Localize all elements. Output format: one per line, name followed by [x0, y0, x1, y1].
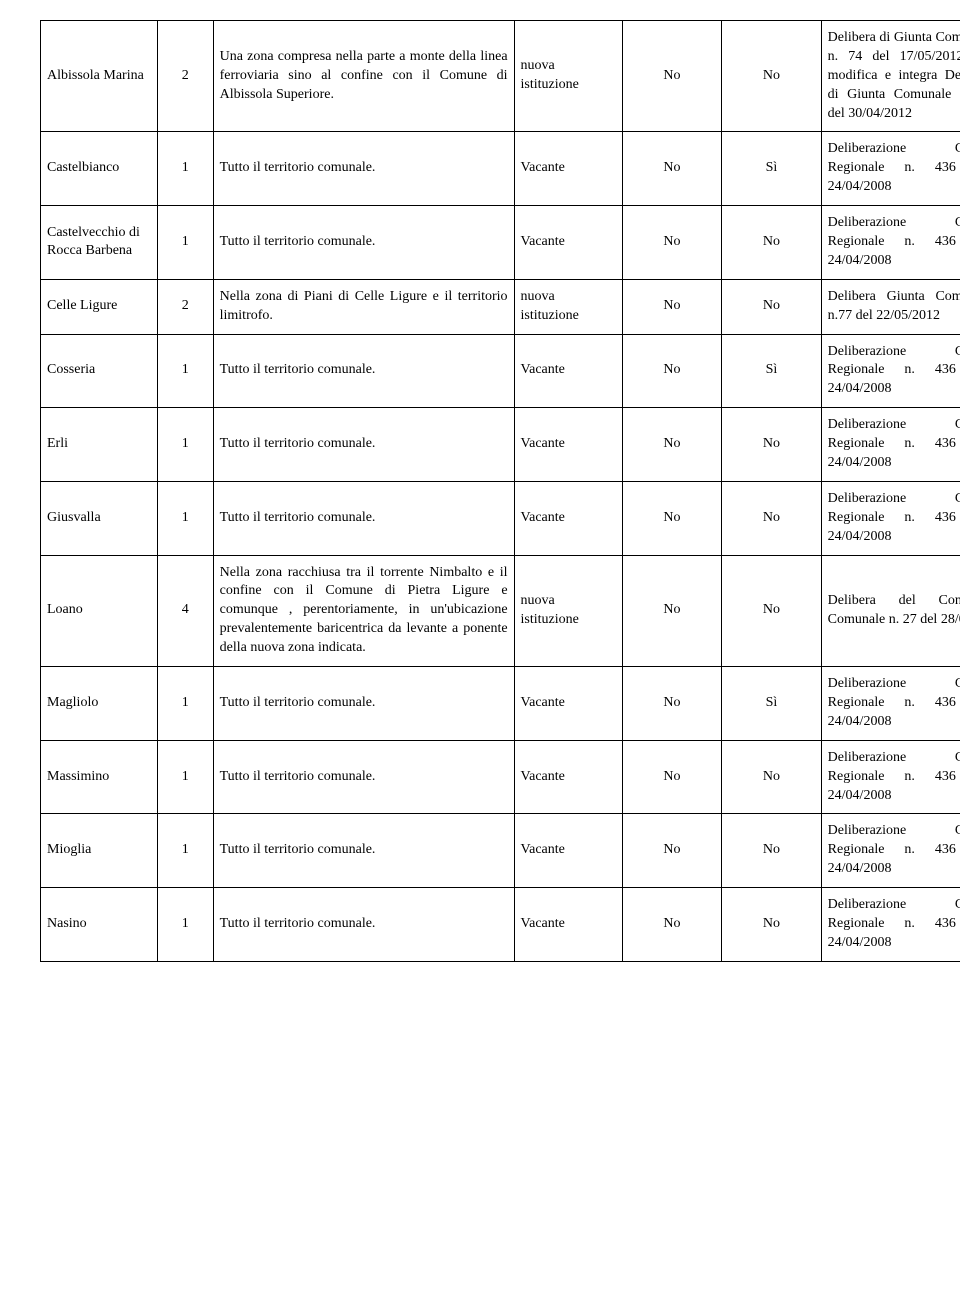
- cell-desc: Tutto il territorio comunale.: [213, 334, 514, 408]
- cell-flag2: No: [722, 555, 821, 666]
- table-row: Giusvalla1Tutto il territorio comunale.V…: [41, 481, 960, 555]
- cell-status: Vacante: [514, 206, 622, 280]
- cell-flag1: No: [622, 279, 721, 334]
- cell-ref: Deliberazione Giunta Regionale n. 436 de…: [821, 206, 960, 280]
- table-row: Castelvecchio di Rocca Barbena1Tutto il …: [41, 206, 960, 280]
- table-row: Magliolo1Tutto il territorio comunale.Va…: [41, 667, 960, 741]
- cell-flag2: No: [722, 279, 821, 334]
- cell-desc: Tutto il territorio comunale.: [213, 408, 514, 482]
- cell-flag1: No: [622, 555, 721, 666]
- cell-num: 4: [157, 555, 213, 666]
- cell-status: nuova istituzione: [514, 21, 622, 132]
- cell-status: Vacante: [514, 481, 622, 555]
- cell-ref: Deliberazione Giunta Regionale n. 436 de…: [821, 814, 960, 888]
- cell-flag1: No: [622, 667, 721, 741]
- cell-flag2: No: [722, 888, 821, 962]
- cell-name: Albissola Marina: [41, 21, 158, 132]
- cell-num: 1: [157, 814, 213, 888]
- table-row: Massimino1Tutto il territorio comunale.V…: [41, 740, 960, 814]
- cell-status: Vacante: [514, 667, 622, 741]
- cell-name: Castelbianco: [41, 132, 158, 206]
- cell-desc: Tutto il territorio comunale.: [213, 888, 514, 962]
- cell-num: 1: [157, 132, 213, 206]
- cell-flag1: No: [622, 814, 721, 888]
- cell-desc: Tutto il territorio comunale.: [213, 206, 514, 280]
- cell-flag2: No: [722, 21, 821, 132]
- cell-desc: Nella zona racchiusa tra il torrente Nim…: [213, 555, 514, 666]
- cell-desc: Nella zona di Piani di Celle Ligure e il…: [213, 279, 514, 334]
- cell-status: Vacante: [514, 334, 622, 408]
- table-row: Cosseria1Tutto il territorio comunale.Va…: [41, 334, 960, 408]
- cell-name: Castelvecchio di Rocca Barbena: [41, 206, 158, 280]
- cell-desc: Tutto il territorio comunale.: [213, 132, 514, 206]
- table-body: Albissola Marina2Una zona compresa nella…: [41, 21, 960, 962]
- cell-ref: Delibera Giunta Comunale n.77 del 22/05/…: [821, 279, 960, 334]
- cell-num: 1: [157, 334, 213, 408]
- cell-flag1: No: [622, 206, 721, 280]
- cell-desc: Tutto il territorio comunale.: [213, 740, 514, 814]
- cell-ref: Deliberazione Giunta Regionale n. 436 de…: [821, 408, 960, 482]
- cell-desc: Tutto il territorio comunale.: [213, 667, 514, 741]
- cell-name: Loano: [41, 555, 158, 666]
- cell-num: 2: [157, 279, 213, 334]
- cell-name: Nasino: [41, 888, 158, 962]
- cell-num: 1: [157, 481, 213, 555]
- cell-ref: Deliberazione Giunta Regionale n. 436 de…: [821, 740, 960, 814]
- cell-flag1: No: [622, 481, 721, 555]
- cell-name: Magliolo: [41, 667, 158, 741]
- cell-status: nuova istituzione: [514, 279, 622, 334]
- cell-status: Vacante: [514, 814, 622, 888]
- cell-flag1: No: [622, 132, 721, 206]
- cell-status: Vacante: [514, 132, 622, 206]
- cell-flag2: No: [722, 206, 821, 280]
- cell-name: Massimino: [41, 740, 158, 814]
- cell-ref: Deliberazione Giunta Regionale n. 436 de…: [821, 334, 960, 408]
- cell-name: Cosseria: [41, 334, 158, 408]
- cell-flag1: No: [622, 888, 721, 962]
- cell-status: Vacante: [514, 408, 622, 482]
- cell-ref: Delibera del Consiglio Comunale n. 27 de…: [821, 555, 960, 666]
- cell-flag2: No: [722, 408, 821, 482]
- cell-num: 1: [157, 888, 213, 962]
- municipality-table: Albissola Marina2Una zona compresa nella…: [40, 20, 960, 962]
- table-row: Erli1Tutto il territorio comunale.Vacant…: [41, 408, 960, 482]
- cell-flag2: No: [722, 814, 821, 888]
- cell-num: 1: [157, 667, 213, 741]
- table-row: Mioglia1Tutto il territorio comunale.Vac…: [41, 814, 960, 888]
- cell-desc: Una zona compresa nella parte a monte de…: [213, 21, 514, 132]
- table-row: Albissola Marina2Una zona compresa nella…: [41, 21, 960, 132]
- table-row: Loano4Nella zona racchiusa tra il torren…: [41, 555, 960, 666]
- cell-ref: Deliberazione Giunta Regionale n. 436 de…: [821, 481, 960, 555]
- cell-name: Giusvalla: [41, 481, 158, 555]
- cell-flag1: No: [622, 334, 721, 408]
- cell-num: 1: [157, 408, 213, 482]
- cell-ref: Deliberazione Giunta Regionale n. 436 de…: [821, 132, 960, 206]
- cell-flag1: No: [622, 408, 721, 482]
- cell-ref: Deliberazione Giunta Regionale n. 436 de…: [821, 888, 960, 962]
- cell-ref: Delibera di Giunta Comunale n. 74 del 17…: [821, 21, 960, 132]
- cell-status: Vacante: [514, 888, 622, 962]
- cell-num: 2: [157, 21, 213, 132]
- table-row: Castelbianco1Tutto il territorio comunal…: [41, 132, 960, 206]
- cell-status: nuova istituzione: [514, 555, 622, 666]
- cell-num: 1: [157, 206, 213, 280]
- cell-flag2: No: [722, 481, 821, 555]
- cell-flag2: No: [722, 740, 821, 814]
- cell-desc: Tutto il territorio comunale.: [213, 814, 514, 888]
- cell-desc: Tutto il territorio comunale.: [213, 481, 514, 555]
- cell-name: Celle Ligure: [41, 279, 158, 334]
- cell-name: Mioglia: [41, 814, 158, 888]
- cell-ref: Deliberazione Giunta Regionale n. 436 de…: [821, 667, 960, 741]
- cell-flag2: Sì: [722, 132, 821, 206]
- cell-flag2: Sì: [722, 667, 821, 741]
- cell-num: 1: [157, 740, 213, 814]
- cell-flag1: No: [622, 740, 721, 814]
- cell-name: Erli: [41, 408, 158, 482]
- table-row: Celle Ligure2Nella zona di Piani di Cell…: [41, 279, 960, 334]
- cell-flag2: Sì: [722, 334, 821, 408]
- table-row: Nasino1Tutto il territorio comunale.Vaca…: [41, 888, 960, 962]
- cell-status: Vacante: [514, 740, 622, 814]
- cell-flag1: No: [622, 21, 721, 132]
